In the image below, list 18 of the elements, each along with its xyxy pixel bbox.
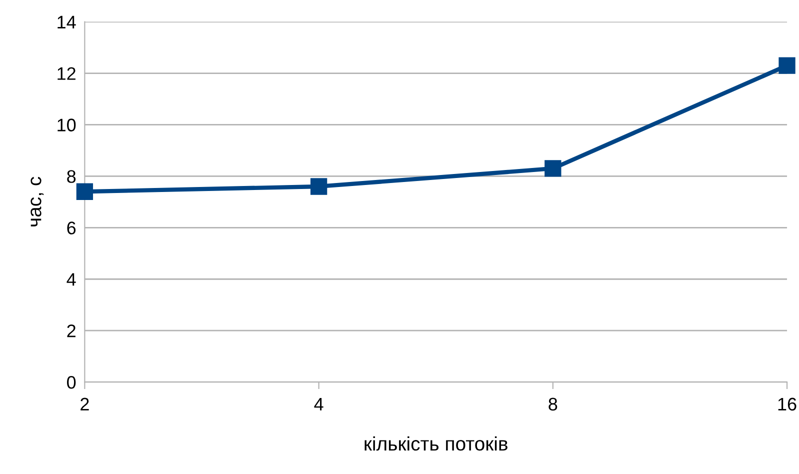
point bbox=[778, 57, 796, 74]
y-tick-label: 6 bbox=[67, 222, 76, 234]
x-tick-label: 2 bbox=[80, 398, 89, 410]
point bbox=[76, 183, 94, 200]
y-tick-label: 14 bbox=[58, 16, 76, 28]
y-tick-label: 10 bbox=[58, 118, 76, 132]
y-tick-label: 2 bbox=[67, 324, 76, 338]
y-tick-label: 0 bbox=[67, 376, 76, 389]
y-axis-title: час, с bbox=[30, 176, 44, 226]
x-axis-title: кількість потоків bbox=[364, 436, 508, 451]
x-tick-label: 4 bbox=[314, 398, 324, 410]
x-tick-label: 8 bbox=[548, 398, 558, 411]
y-tick-label: 4 bbox=[66, 273, 76, 286]
point bbox=[544, 160, 562, 177]
x-tick-label: 16 bbox=[778, 398, 796, 411]
y-tick-label: 12 bbox=[58, 67, 76, 80]
point bbox=[310, 178, 328, 195]
y-tick-label: 8 bbox=[67, 170, 76, 183]
